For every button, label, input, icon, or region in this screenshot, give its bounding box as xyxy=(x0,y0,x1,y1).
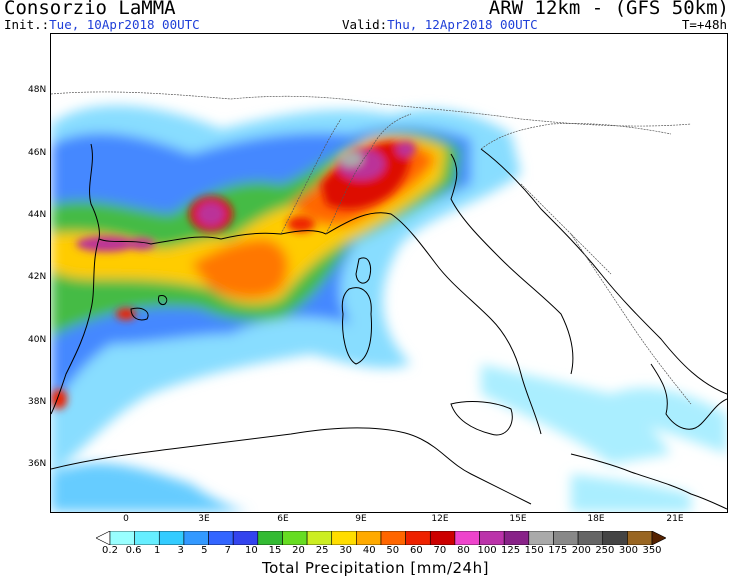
colorbar-tick-label: 0.6 xyxy=(125,545,142,556)
country-borders xyxy=(51,91,692,405)
colorbar-swatch xyxy=(405,531,431,545)
colorbar-swatch xyxy=(306,531,333,545)
colorbar-tick-label: 20 xyxy=(292,545,305,556)
lat-label-42n: 42N xyxy=(28,272,47,282)
colorbar-tick-label: 0.2 xyxy=(102,545,118,556)
colorbar-max-arrow xyxy=(651,531,666,545)
colorbar xyxy=(96,531,666,545)
lon-label-21e: 21E xyxy=(666,514,684,524)
colorbar-swatch xyxy=(208,531,234,545)
map-svg xyxy=(51,34,727,512)
init-label: Init.: xyxy=(4,17,50,32)
lon-label-3e: 3E xyxy=(198,514,210,524)
lat-label-40n: 40N xyxy=(28,335,47,345)
colorbar-swatch xyxy=(479,531,505,545)
colorbar-tick-label: 175 xyxy=(548,545,568,556)
colorbar-tick-label: 10 xyxy=(245,545,258,556)
colorbar-swatch xyxy=(183,531,209,545)
lon-label-12e: 12E xyxy=(431,514,449,524)
lon-label-18e: 18E xyxy=(587,514,605,524)
colorbar-swatch xyxy=(503,531,530,545)
title-organization: Consorzio LaMMA xyxy=(4,0,176,19)
lat-label-46n: 46N xyxy=(28,148,47,158)
lat-label-48n: 48N xyxy=(28,85,47,95)
valid-label: Valid: xyxy=(342,17,388,32)
colorbar-tick-label: 25 xyxy=(315,545,329,556)
colorbar-tick-label: 200 xyxy=(571,545,591,556)
colorbar-tick-label: 250 xyxy=(595,545,615,556)
valid-time: Valid:Thu, 12Apr2018 00UTC xyxy=(342,17,538,32)
init-time: Init.:Tue, 10Apr2018 00UTC xyxy=(4,17,200,32)
colorbar-swatch xyxy=(577,531,604,545)
colorbar-tick-label: 1 xyxy=(153,545,161,556)
colorbar-swatch xyxy=(627,531,653,545)
precipitation-map xyxy=(50,33,728,513)
colorbar-swatch xyxy=(356,531,382,545)
lat-label-36n: 36N xyxy=(28,459,47,469)
title-model: ARW 12km - (GFS 50km) xyxy=(488,0,729,19)
colorbar-title: Total Precipitation [mm/24h] xyxy=(262,559,489,577)
colorbar-tick-label: 125 xyxy=(501,545,521,556)
colorbar-tick-label: 5 xyxy=(201,545,208,556)
lat-label-38n: 38N xyxy=(28,397,47,407)
colorbar-tick-label: 350 xyxy=(642,545,662,556)
colorbar-swatch xyxy=(257,531,283,545)
colorbar-tick-label: 50 xyxy=(386,545,400,556)
lat-label-44n: 44N xyxy=(28,210,47,220)
colorbar-tick-label: 7 xyxy=(224,545,231,556)
colorbar-swatch xyxy=(109,531,135,545)
lon-label-9e: 9E xyxy=(355,514,367,524)
colorbar-swatch xyxy=(232,531,259,545)
lon-label-0: 0 xyxy=(123,514,129,524)
lon-label-15e: 15E xyxy=(509,514,527,524)
valid-value: Thu, 12Apr2018 00UTC xyxy=(387,17,538,32)
colorbar-swatch xyxy=(331,531,357,545)
colorbar-tick-label: 15 xyxy=(268,545,282,556)
colorbar-tick-label: 100 xyxy=(477,545,497,556)
colorbar-tick-label: 3 xyxy=(177,545,184,556)
colorbar-swatch xyxy=(454,531,480,545)
forecast-lead-time: T=+48h xyxy=(681,17,727,32)
precipitation-maxima xyxy=(51,141,416,409)
colorbar-tick-label: 30 xyxy=(339,545,353,556)
coastlines xyxy=(51,143,727,510)
colorbar-tick-label: 150 xyxy=(524,545,544,556)
colorbar-swatch xyxy=(553,531,579,545)
colorbar-swatch xyxy=(429,531,456,545)
init-value: Tue, 10Apr2018 00UTC xyxy=(49,17,200,32)
colorbar-swatch xyxy=(380,531,406,545)
colorbar-tick-label: 80 xyxy=(457,545,470,556)
colorbar-swatch xyxy=(134,531,160,545)
lon-label-6e: 6E xyxy=(277,514,289,524)
colorbar-tick-label: 70 xyxy=(433,545,447,556)
colorbar-tick-label: 300 xyxy=(618,545,638,556)
colorbar-tick-label: 60 xyxy=(409,545,423,556)
colorbar-swatch xyxy=(602,531,628,545)
colorbar-min-arrow xyxy=(96,531,111,545)
colorbar-swatch xyxy=(282,531,308,545)
colorbar-tick-label: 40 xyxy=(362,545,376,556)
colorbar-swatch xyxy=(528,531,554,545)
colorbar-swatch xyxy=(158,531,185,545)
